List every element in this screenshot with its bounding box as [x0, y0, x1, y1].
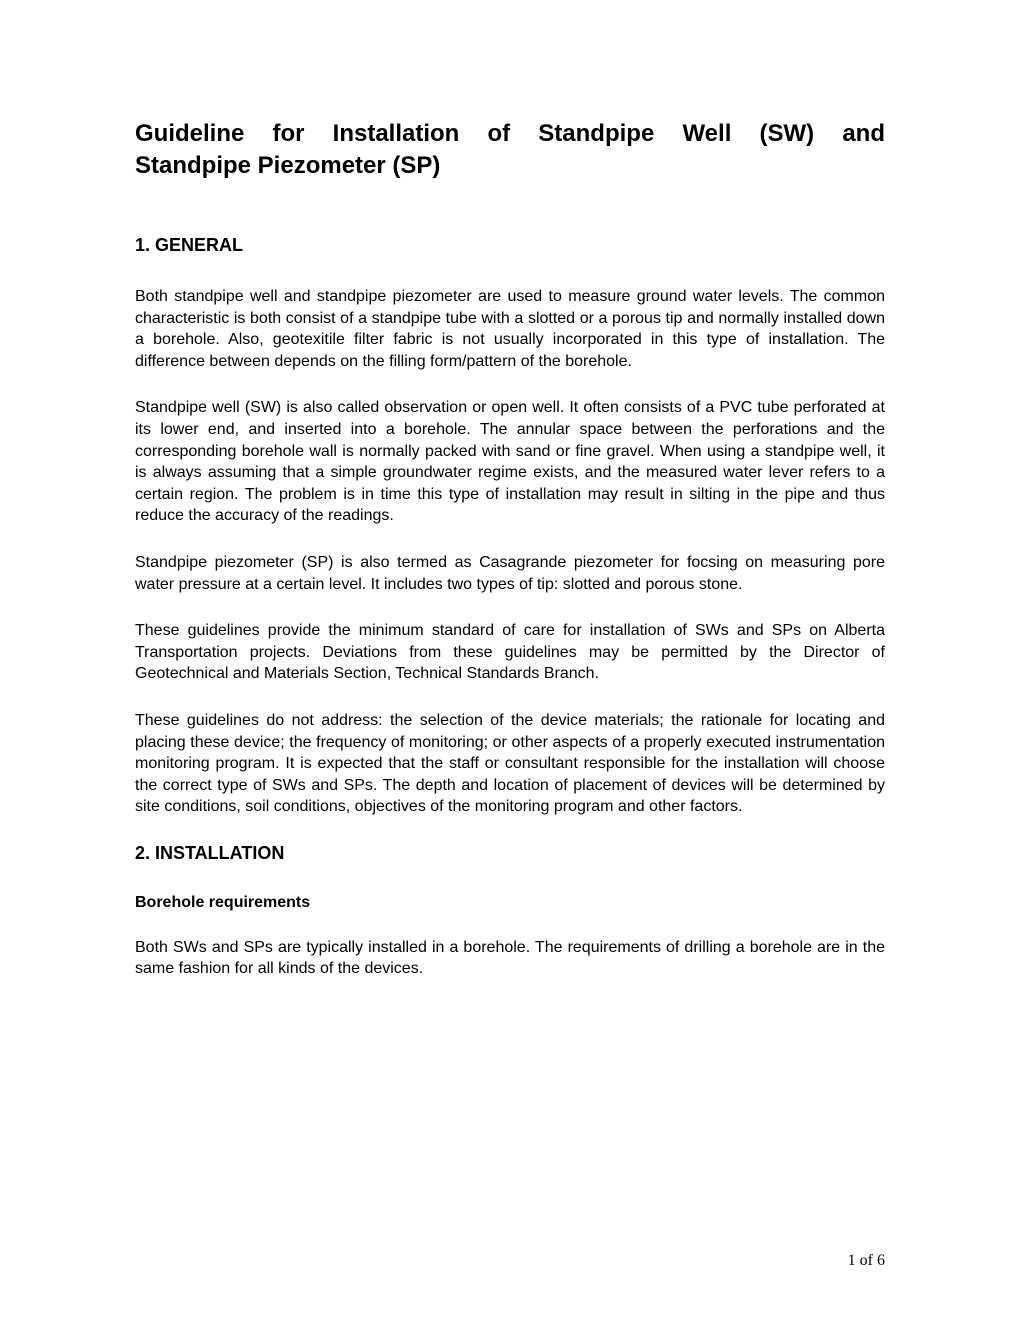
section-2-heading: 2. INSTALLATION — [135, 843, 885, 864]
document-title-line2: Standpipe Piezometer (SP) — [135, 152, 885, 180]
section-1-paragraph-5: These guidelines do not address: the sel… — [135, 710, 885, 818]
section-1-heading: 1. GENERAL — [135, 235, 885, 256]
section-1-paragraph-4: These guidelines provide the minimum sta… — [135, 620, 885, 685]
page-number: 1 of 6 — [848, 1252, 885, 1270]
document-title-line1: Guideline for Installation of Standpipe … — [135, 120, 885, 148]
section-2-subsection-1-paragraph-1: Both SWs and SPs are typically installed… — [135, 937, 885, 980]
section-1-paragraph-3: Standpipe piezometer (SP) is also termed… — [135, 552, 885, 595]
section-1-paragraph-1: Both standpipe well and standpipe piezom… — [135, 286, 885, 372]
section-2-subsection-1-heading: Borehole requirements — [135, 894, 885, 912]
section-1-paragraph-2: Standpipe well (SW) is also called obser… — [135, 397, 885, 527]
